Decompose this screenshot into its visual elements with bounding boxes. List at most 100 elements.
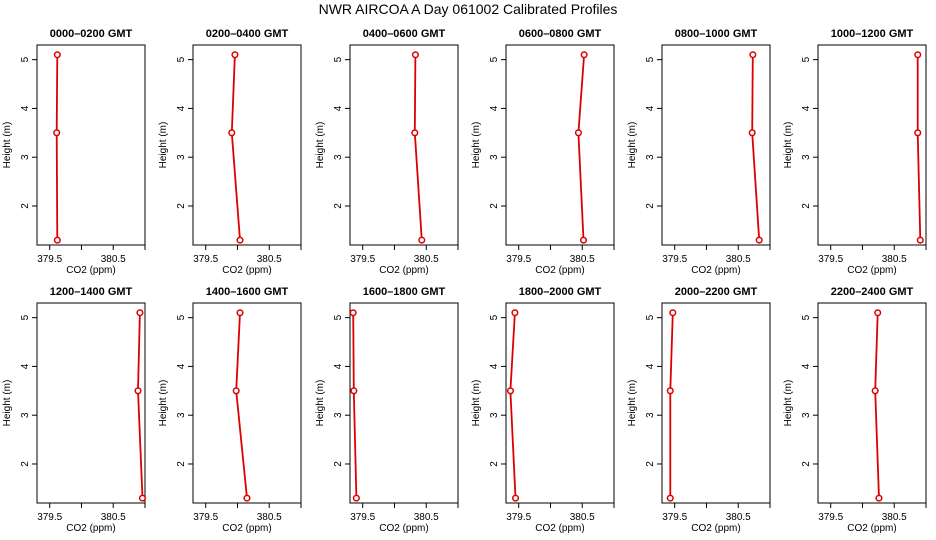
panel-title: 1200–1400 GMT	[50, 286, 133, 298]
y-tick-label: 5	[489, 56, 500, 62]
y-tick-label: 4	[20, 105, 31, 111]
profile-point	[669, 309, 677, 317]
figure-title: NWR AIRCOA A Day 061002 Calibrated Profi…	[319, 1, 618, 17]
y-axis-label: Height (m)	[2, 380, 13, 427]
x-tick-label: 380.5	[882, 254, 907, 265]
x-tick-label: 379.5	[662, 512, 687, 523]
y-tick-label: 5	[333, 56, 344, 62]
x-tick-label: 379.5	[818, 512, 843, 523]
x-tick-label: 379.5	[662, 254, 687, 265]
profile-point	[231, 51, 239, 59]
x-tick-label: 379.5	[193, 512, 218, 523]
profile-point	[411, 51, 419, 59]
profile-point	[350, 387, 358, 395]
y-tick-label: 3	[333, 412, 344, 418]
y-tick-label: 2	[801, 203, 812, 209]
y-axis-label: Height (m)	[783, 380, 794, 427]
x-axis-label: CO2 (ppm)	[847, 523, 896, 534]
profile-point	[243, 494, 251, 502]
profile-line	[916, 54, 922, 241]
y-tick-label: 2	[176, 203, 187, 209]
profile-line	[230, 54, 241, 241]
profile-point	[871, 387, 879, 395]
y-tick-label: 2	[801, 461, 812, 467]
profile-point	[53, 51, 61, 59]
x-tick-label: 380.5	[257, 512, 282, 523]
plot-frame	[661, 302, 771, 504]
profile-point	[749, 51, 757, 59]
x-tick-label: 380.5	[414, 254, 439, 265]
y-tick-label: 4	[176, 105, 187, 111]
profile-line	[137, 312, 144, 499]
y-tick-label: 5	[333, 314, 344, 320]
panel-title: 0600–0800 GMT	[519, 28, 602, 40]
y-tick-label: 4	[801, 363, 812, 369]
y-axis-label: Height (m)	[315, 122, 326, 169]
plot-frame	[505, 302, 615, 504]
profile-line	[509, 312, 517, 499]
profile-panel: 2200–2400 GMT 379.5 380.5 2 3 4 5 CO2 (ppm) Heig…	[783, 286, 927, 534]
panel-title: 1600–1800 GMT	[363, 286, 446, 298]
plot-frame	[349, 302, 459, 504]
profile-line	[413, 54, 423, 241]
profile-point	[511, 309, 519, 317]
profile-panel: 1400–1600 GMT 379.5 380.5 2 3 4 5 CO2 (ppm) Heig…	[158, 286, 302, 534]
y-tick-label: 2	[489, 461, 500, 467]
y-tick-label: 4	[333, 363, 344, 369]
profile-panel: 0200–0400 GMT 379.5 380.5 2 3 4 5 CO2 (ppm) Heig…	[158, 28, 302, 276]
y-axis-label: Height (m)	[627, 122, 638, 169]
y-tick-label: 2	[333, 203, 344, 209]
y-tick-label: 3	[645, 154, 656, 160]
y-tick-label: 5	[801, 56, 812, 62]
profile-point	[236, 309, 244, 317]
x-axis-label: CO2 (ppm)	[379, 523, 428, 534]
profile-point	[411, 129, 419, 137]
profile-point	[580, 51, 588, 59]
plot-frame	[817, 44, 927, 246]
panels-grid: 0000–0200 GMT 379.5 380.5 2 3 4 5 CO2 (ppm) Heig…	[2, 28, 927, 534]
y-tick-label: 3	[489, 412, 500, 418]
y-axis-label: Height (m)	[783, 122, 794, 169]
profile-line	[55, 54, 59, 241]
profile-point	[232, 387, 240, 395]
panel-title: 2200–2400 GMT	[831, 286, 914, 298]
x-tick-label: 380.5	[726, 512, 751, 523]
y-tick-label: 2	[333, 461, 344, 467]
profile-point	[875, 494, 883, 502]
y-axis-label: Height (m)	[627, 380, 638, 427]
profile-line	[751, 54, 761, 241]
x-tick-label: 379.5	[350, 254, 375, 265]
profile-point	[574, 129, 582, 137]
profile-line	[352, 312, 358, 499]
y-tick-label: 5	[489, 314, 500, 320]
y-axis-label: Height (m)	[471, 122, 482, 169]
x-axis-label: CO2 (ppm)	[222, 265, 271, 276]
profile-point	[236, 236, 244, 244]
profile-point	[352, 494, 360, 502]
profile-point	[914, 129, 922, 137]
x-tick-label: 380.5	[414, 512, 439, 523]
plot-frame	[349, 44, 459, 246]
y-tick-label: 4	[645, 363, 656, 369]
x-tick-label: 380.5	[570, 254, 595, 265]
profile-point	[916, 236, 924, 244]
y-tick-label: 5	[645, 56, 656, 62]
x-axis-label: CO2 (ppm)	[535, 523, 584, 534]
x-tick-label: 379.5	[506, 512, 531, 523]
x-tick-label: 379.5	[37, 512, 62, 523]
profile-point	[506, 387, 514, 395]
y-tick-label: 3	[645, 412, 656, 418]
plot-frame	[192, 302, 302, 504]
y-axis-label: Height (m)	[158, 122, 169, 169]
y-tick-label: 4	[20, 363, 31, 369]
x-axis-label: CO2 (ppm)	[379, 265, 428, 276]
profile-panel: 1200–1400 GMT 379.5 380.5 2 3 4 5 CO2 (ppm) Heig…	[2, 286, 147, 534]
profile-panel: 0800–1000 GMT 379.5 380.5 2 3 4 5 CO2 (ppm) Heig…	[627, 28, 771, 276]
y-tick-label: 2	[20, 461, 31, 467]
profile-point	[511, 494, 520, 502]
x-tick-label: 380.5	[726, 254, 751, 265]
y-tick-label: 5	[176, 314, 187, 320]
y-axis-label: Height (m)	[315, 380, 326, 427]
y-tick-label: 5	[801, 314, 812, 320]
